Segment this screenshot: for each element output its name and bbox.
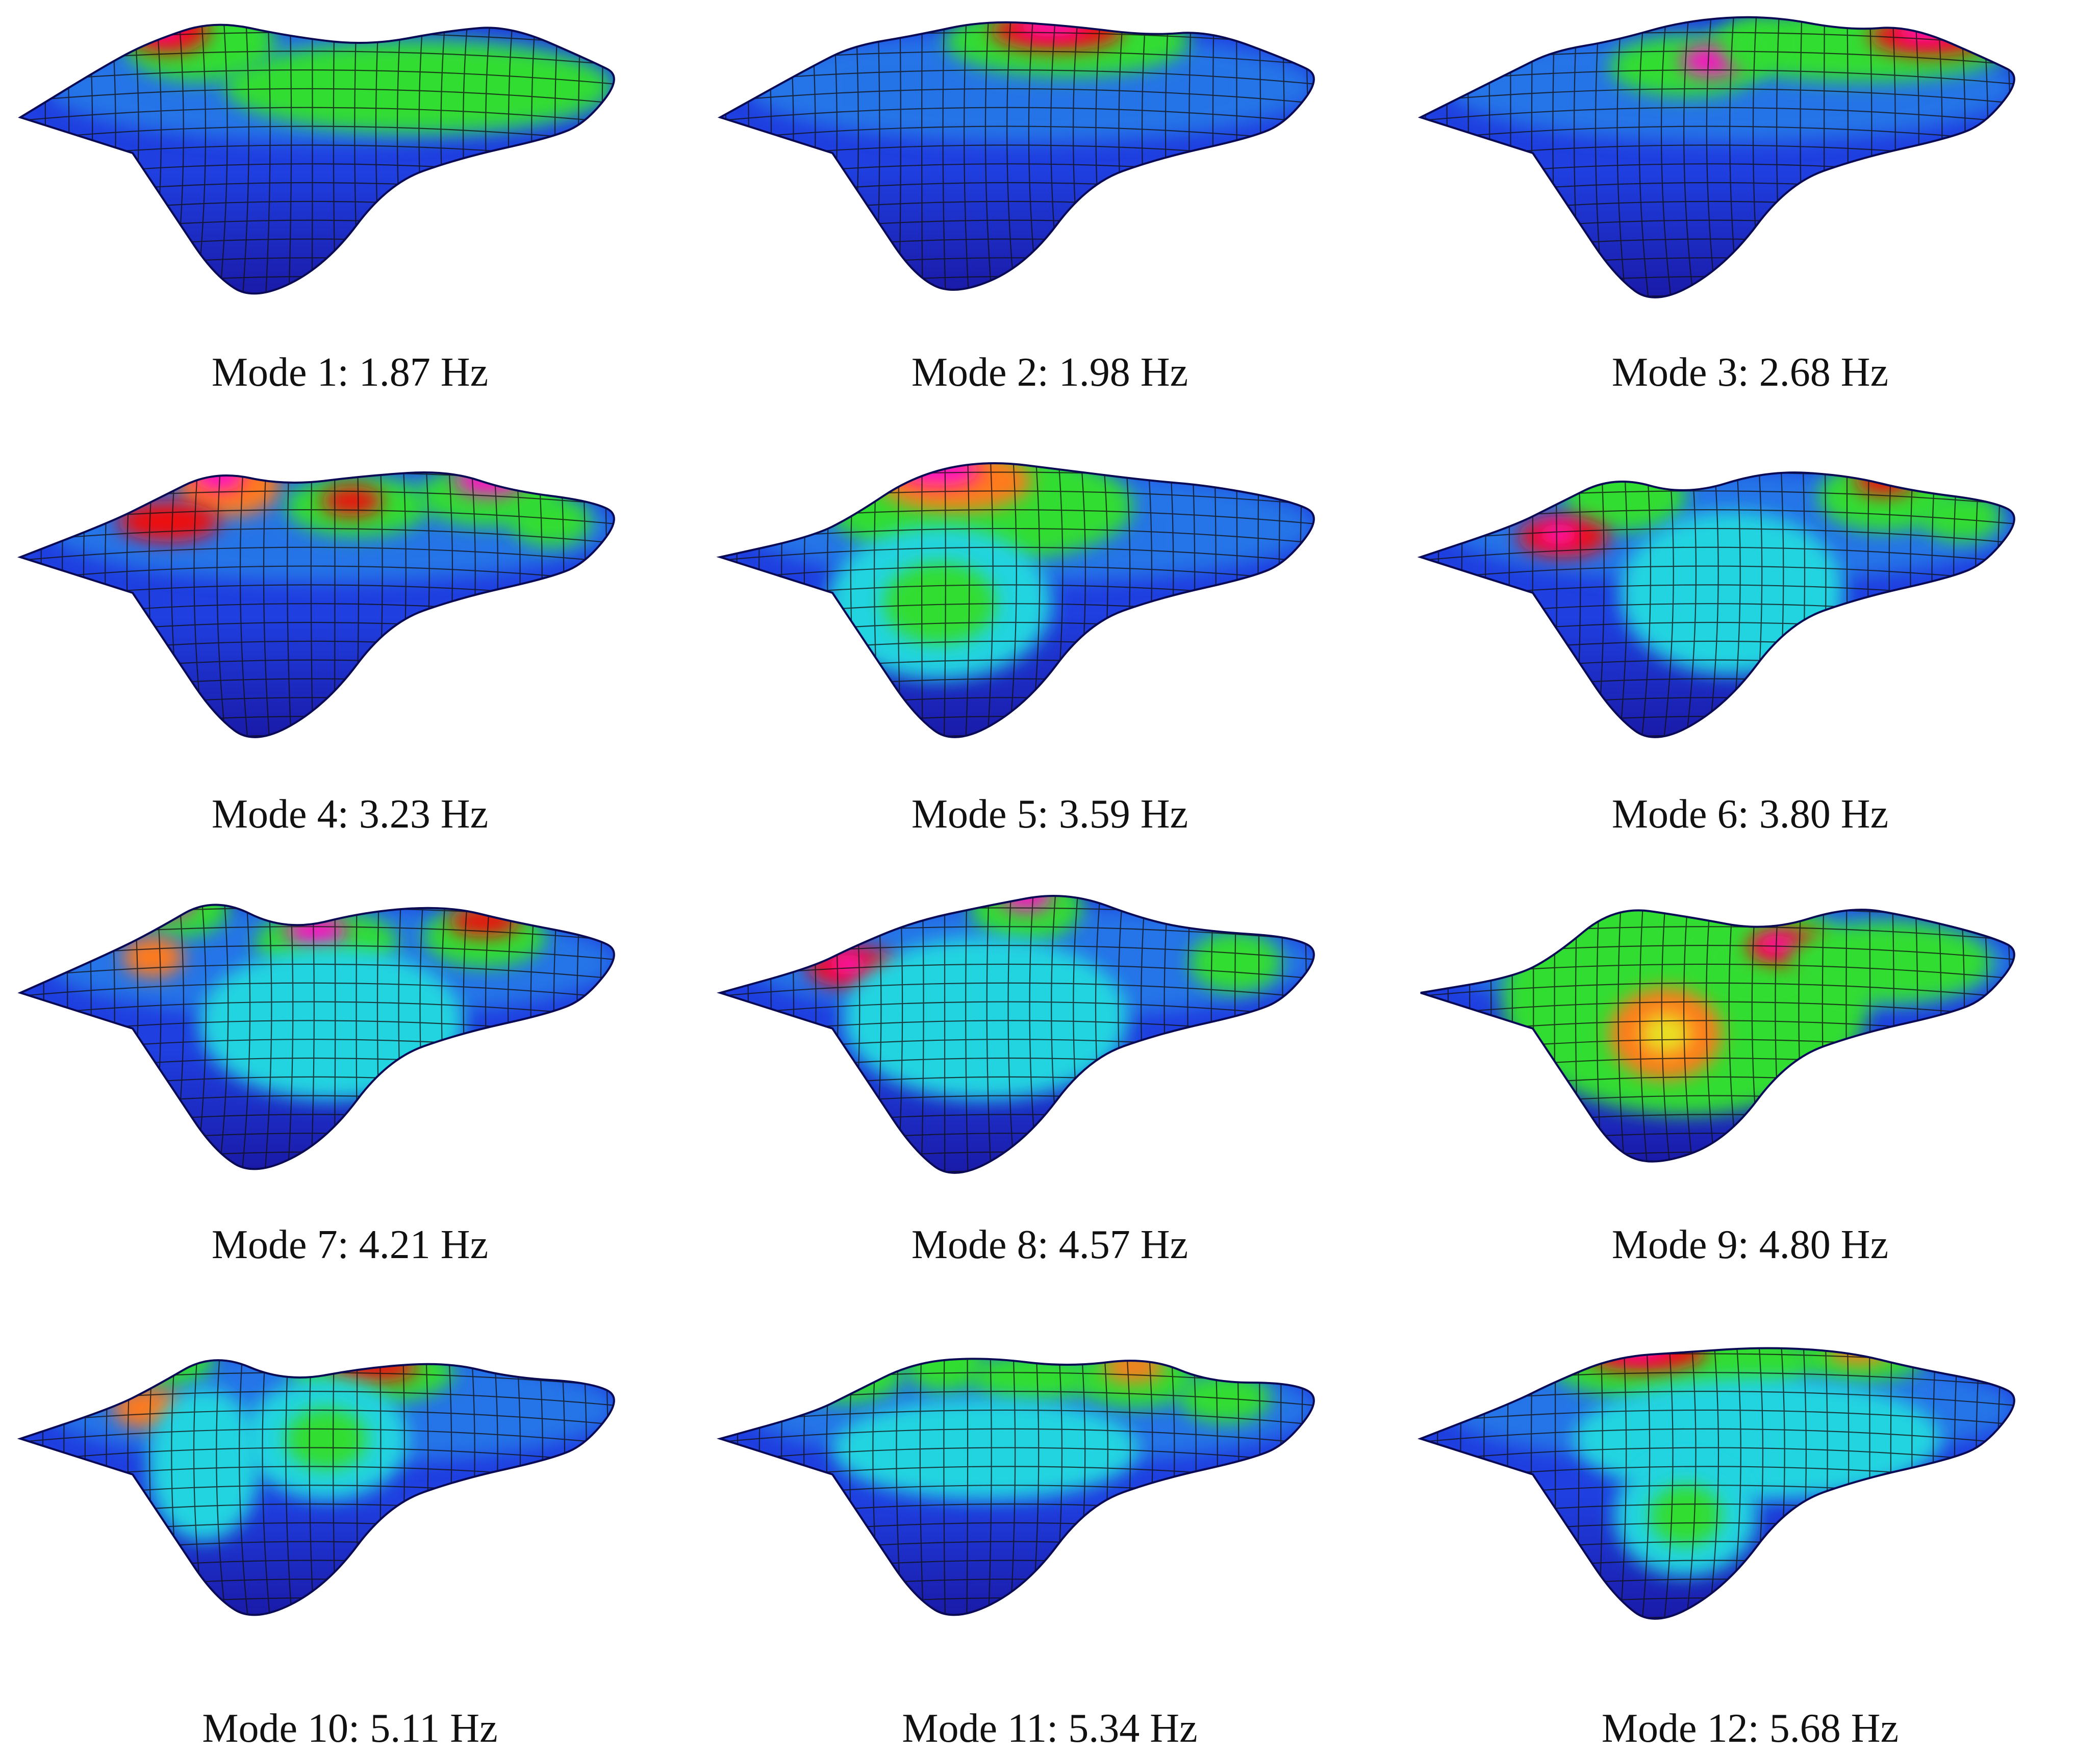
mode-caption: Mode 4: 3.23 Hz — [211, 792, 489, 837]
mode-panel-12: Mode 12: 5.68 Hz — [1400, 1321, 2100, 1754]
displacement-band — [746, 31, 1314, 143]
displacement-contour-orange — [1103, 1359, 1164, 1383]
mode-shape-mesh-12 — [1417, 1347, 2015, 1620]
displacement-contour-green — [1788, 921, 1992, 1003]
displacement-contour-red — [321, 486, 383, 516]
shell-edge — [716, 462, 1315, 738]
mode-caption: Mode 5: 3.59 Hz — [911, 792, 1188, 837]
mode-caption: Mode 2: 1.98 Hz — [911, 350, 1188, 395]
mode-caption: Mode 3: 2.68 Hz — [1611, 350, 1889, 395]
shell-edge — [1417, 471, 2015, 738]
mode-shape-mesh-9 — [1420, 909, 2015, 1163]
displacement-contour-green — [883, 562, 996, 644]
mode-caption: Mode 12: 5.68 Hz — [1601, 1706, 1899, 1751]
displacement-contour-green — [286, 1408, 367, 1469]
mode-panel-6: Mode 6: 3.80 Hz — [1400, 440, 2100, 840]
displacement-contour-green — [224, 41, 612, 133]
mode-shape-mesh-3 — [1418, 16, 2015, 298]
displacement-contour-green — [112, 1360, 214, 1388]
shell-edge — [1417, 1347, 2015, 1620]
shell-edge — [17, 904, 615, 1170]
mode-shape-mesh-1 — [18, 23, 615, 295]
displacement-contour-green — [1920, 491, 2002, 542]
displacement-contour-magenta — [454, 472, 525, 496]
mode-caption: Mode 1: 1.87 Hz — [211, 350, 489, 395]
mode-caption: Mode 6: 3.80 Hz — [1611, 792, 1889, 837]
shell-edge — [717, 21, 1315, 291]
mode-shape-mesh-8 — [716, 895, 1315, 1174]
mode-panel-4: Mode 4: 3.23 Hz — [0, 440, 700, 840]
mode-shape-mesh-6 — [1417, 471, 2015, 738]
displacement-contour-cyan — [1620, 511, 1844, 674]
mode-panel-1: Mode 1: 1.87 Hz — [0, 0, 700, 398]
displacement-contour-magenta — [1016, 22, 1087, 37]
displacement-contour-magenta — [1001, 896, 1052, 911]
shell-edge — [17, 1359, 615, 1616]
mode-caption: Mode 8: 4.57 Hz — [911, 1222, 1188, 1267]
displacement-contour-cyan — [843, 937, 1128, 1100]
mode-panel-5: Mode 5: 3.59 Hz — [700, 440, 1400, 840]
shell-edge — [1418, 16, 2015, 298]
displacement-contour-magenta — [1538, 524, 1579, 544]
mode-panel-7: Mode 7: 4.21 Hz — [0, 875, 700, 1270]
mode-panel-8: Mode 8: 4.57 Hz — [700, 875, 1400, 1270]
shell-edge — [17, 471, 615, 738]
shell-edge — [1420, 909, 2015, 1163]
displacement-contour-green — [1650, 1485, 1722, 1546]
displacement-contour-magenta — [286, 916, 347, 947]
mode-caption: Mode 10: 5.11 Hz — [202, 1706, 498, 1751]
mode-caption: Mode 11: 5.34 Hz — [902, 1706, 1198, 1751]
mode-panel-2: Mode 2: 1.98 Hz — [700, 0, 1400, 398]
shell-edge — [716, 895, 1315, 1174]
shell-edge — [18, 23, 615, 295]
displacement-contour-magenta — [1757, 935, 1798, 954]
mode-shape-mesh-5 — [716, 462, 1315, 738]
mode-panel-10: Mode 10: 5.11 Hz — [0, 1321, 700, 1754]
mode-shape-mesh-4 — [17, 471, 615, 738]
mode-shape-mesh-7 — [17, 904, 615, 1170]
displacement-contour-cyan — [148, 1388, 260, 1541]
mode-shape-mesh-11 — [716, 1358, 1315, 1616]
mode-panel-9: Mode 9: 4.80 Hz — [1400, 875, 2100, 1270]
displacement-contour-magenta — [128, 1360, 179, 1362]
displacement-contour-yellow — [1640, 1013, 1691, 1054]
mode-caption: Mode 7: 4.21 Hz — [211, 1222, 489, 1267]
mode-panel-3: Mode 3: 2.68 Hz — [1400, 0, 2100, 398]
displacement-contour-red — [117, 501, 219, 542]
mode-shape-mesh-2 — [717, 21, 1315, 291]
mode-shape-mesh-10 — [17, 1359, 615, 1616]
mode-caption: Mode 9: 4.80 Hz — [1611, 1222, 1889, 1267]
displacement-contour-green — [510, 496, 592, 547]
mode-panel-11: Mode 11: 5.34 Hz — [700, 1321, 1400, 1754]
shell-edge — [716, 1358, 1315, 1616]
displacement-contour-red — [797, 1359, 858, 1383]
